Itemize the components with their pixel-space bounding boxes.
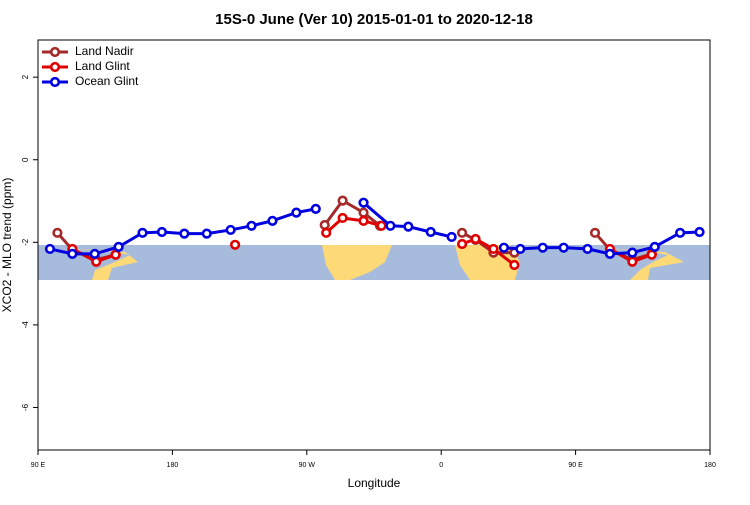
land-south-america [322,245,392,280]
point [582,243,593,255]
point [91,256,102,267]
y-tick-label: 0 [21,157,30,162]
point [52,227,63,238]
point [376,220,387,231]
point [291,207,302,218]
x-tick-label: 0 [439,462,443,469]
point [457,227,468,238]
point [558,242,569,253]
point [44,243,56,255]
legend-label: Land Glint [75,59,130,73]
land-indonesia-australia [60,248,138,280]
plot-frame [37,39,711,451]
point [319,219,330,231]
point [267,215,278,226]
legend-marker [49,61,61,73]
x-tick-label: 90 E [568,462,583,469]
point [179,228,190,239]
point [89,248,100,259]
point [156,226,168,238]
chart-title: 15S-0 June (Ver 10) 2015-01-01 to 2020-1… [215,11,533,28]
y-tick-label: -2 [21,238,30,246]
legend-marker [49,76,61,88]
y-axis-label: XCO2 - MLO trend (ppm) [0,178,14,313]
point [201,228,212,239]
point [675,227,686,238]
point [358,197,369,208]
point [110,249,121,260]
land-indonesia-australia [600,248,684,280]
legend-marker [49,46,61,58]
legend-label: Land Nadir [75,44,134,58]
point [589,227,601,238]
point [604,248,616,259]
point [67,248,78,259]
point [425,226,436,238]
point [403,221,414,232]
point [498,242,510,253]
point [509,259,520,271]
x-axis-label: Longitude [348,476,401,490]
point [137,227,148,238]
point [627,247,638,258]
point [627,256,638,267]
point [515,243,526,255]
point [470,233,481,245]
point [246,220,257,231]
point [385,220,396,231]
x-tick-label: 180 [167,462,179,469]
y-tick-label: 2 [21,74,30,79]
point [646,249,657,260]
point [230,239,241,250]
point [337,212,348,224]
y-tick-label: -6 [21,403,30,411]
point [488,243,499,255]
point [321,227,332,238]
y-tick-label: -4 [21,321,30,329]
legend-label: Ocean Glint [75,74,139,88]
x-tick-label: 90 W [299,462,316,469]
point [537,242,548,253]
x-tick-label: 90 E [31,462,46,469]
point [310,203,321,214]
point [358,215,369,226]
point [113,241,124,252]
x-tick-label: 180 [704,462,716,469]
point [446,231,457,243]
point [649,241,660,252]
point [225,224,236,236]
point [694,226,705,238]
point [337,195,348,206]
point [358,207,369,218]
point [457,238,468,250]
